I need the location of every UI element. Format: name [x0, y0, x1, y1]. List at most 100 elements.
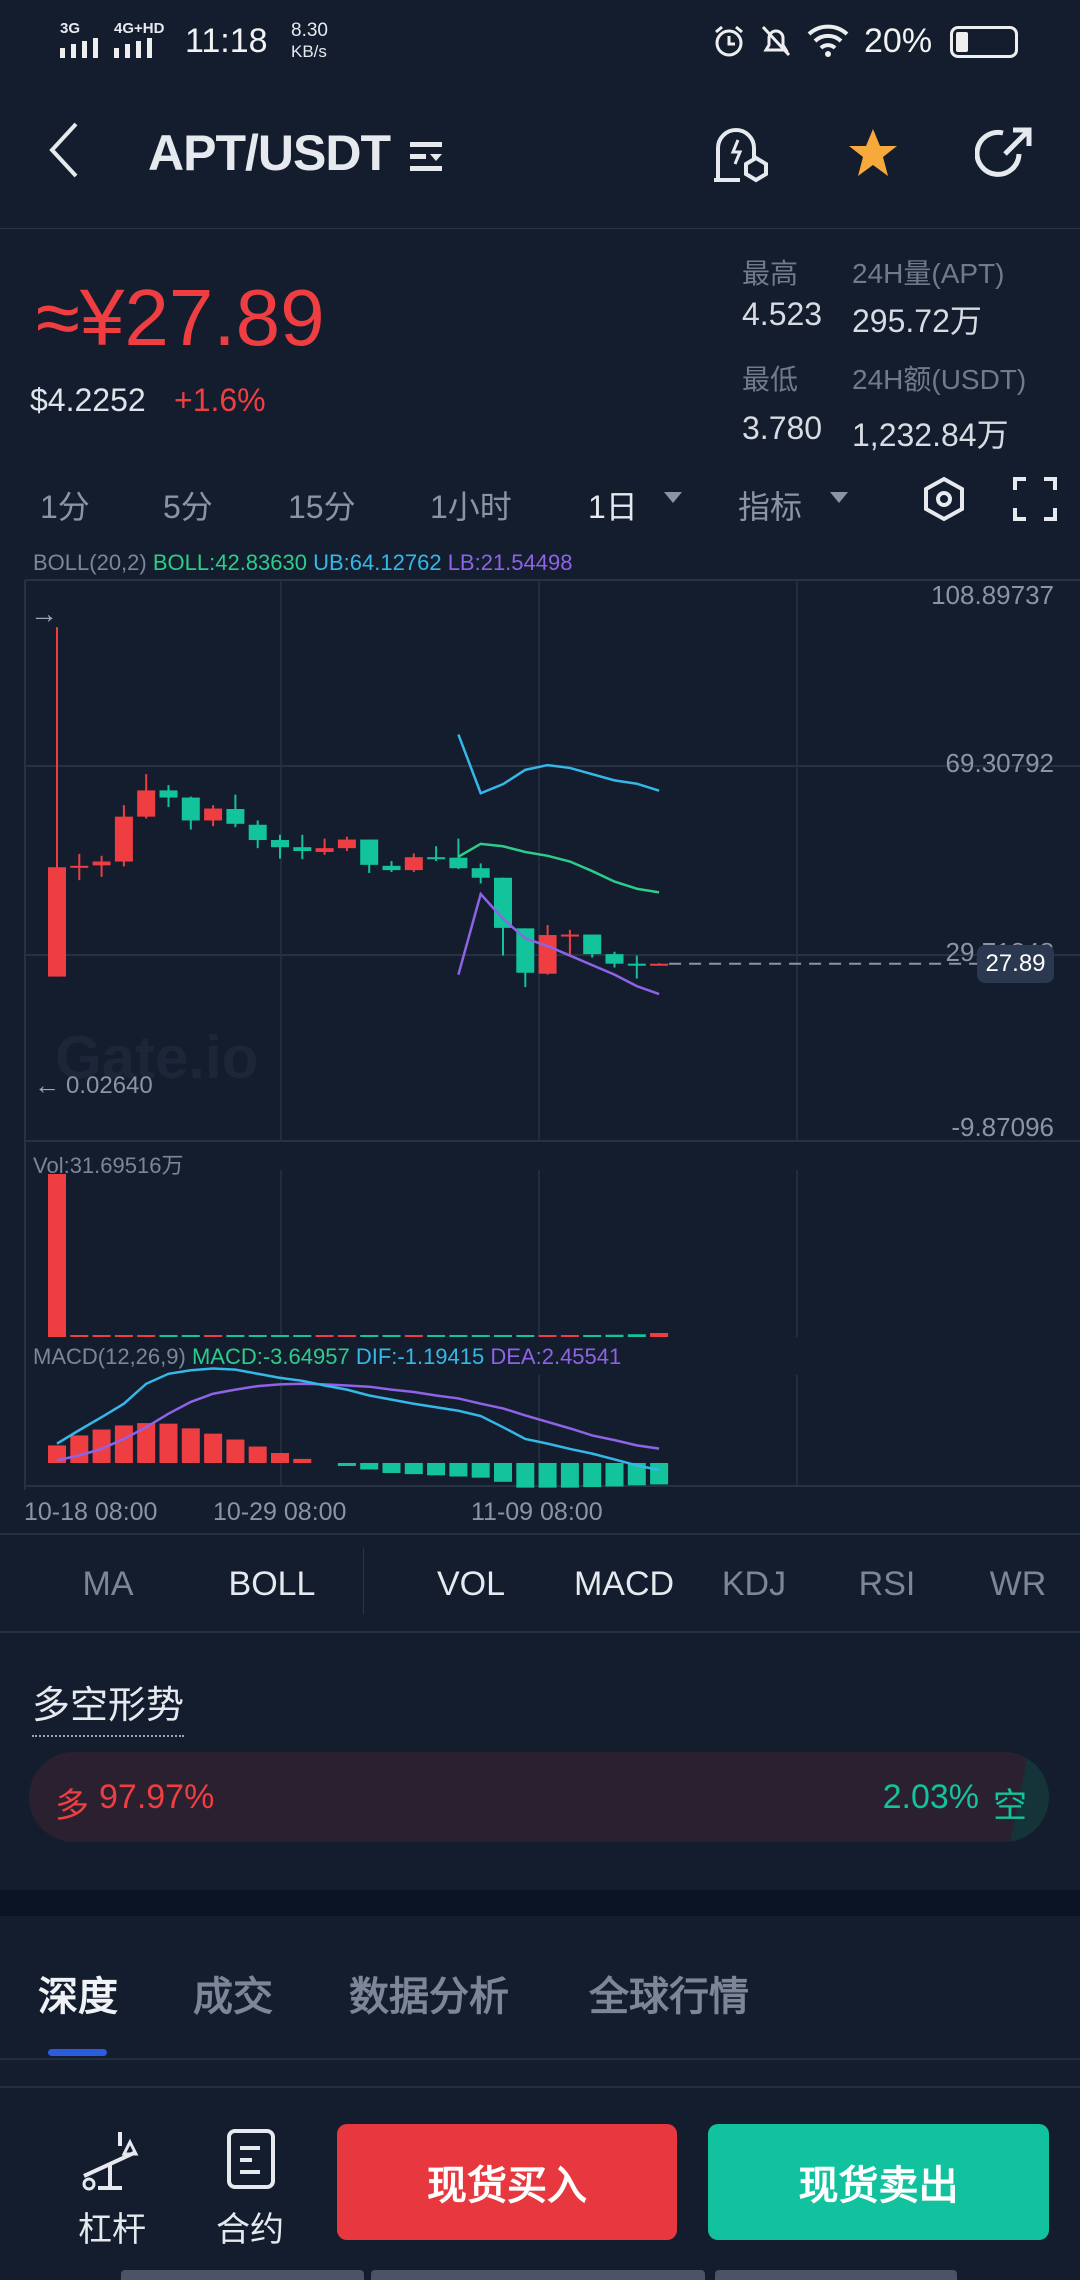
- chevron-down-icon[interactable]: [664, 492, 682, 504]
- timeframe-15m[interactable]: 15分: [288, 489, 356, 525]
- price-change: +1.6%: [174, 382, 266, 418]
- settings-hexagon-icon[interactable]: [921, 476, 967, 522]
- pair-title[interactable]: APT/USDT: [148, 125, 391, 181]
- share-icon[interactable]: [975, 124, 1035, 184]
- volume-bar: [293, 1335, 312, 1337]
- network-type-1: 3G: [60, 20, 81, 37]
- divider: [0, 1533, 1080, 1535]
- tab-depth[interactable]: 深度: [38, 1975, 118, 2019]
- favorite-star-icon[interactable]: [846, 126, 900, 180]
- volume-bar: [471, 1335, 490, 1337]
- indicator-tab-boll[interactable]: BOLL: [228, 1565, 316, 1603]
- alarm-icon: [715, 25, 743, 57]
- gate-watermark: Gate.io: [55, 1024, 258, 1091]
- timeframe-1d[interactable]: 1日: [588, 489, 638, 525]
- net-speed-unit: KB/s: [291, 42, 327, 61]
- indicator-tab-vol[interactable]: VOL: [436, 1565, 506, 1603]
- contract-button[interactable]: 合约: [206, 2126, 298, 2249]
- price-cny: ≈¥27.89: [36, 273, 325, 362]
- indicator-tab-kdj[interactable]: KDJ: [721, 1565, 787, 1603]
- amount-label: 24H额(USDT): [852, 364, 1027, 395]
- candle-body: [159, 790, 178, 798]
- indicator-tab-rsi[interactable]: RSI: [858, 1565, 916, 1603]
- low-label: 最低: [742, 364, 799, 395]
- tab-trades[interactable]: 成交: [193, 1975, 273, 2019]
- volume-bar: [114, 1335, 133, 1337]
- candle-body: [427, 857, 446, 860]
- divider: [0, 2086, 1080, 2088]
- spot-buy-button[interactable]: 现货买入: [337, 2124, 677, 2240]
- macd-histogram-bar: [516, 1463, 535, 1488]
- indicator-tab-macd[interactable]: MACD: [573, 1565, 675, 1603]
- candle-body: [226, 809, 245, 824]
- mute-icon: [761, 25, 791, 57]
- divider: [0, 1631, 1080, 1633]
- divider: [0, 2058, 1080, 2060]
- leverage-label: 杠杆: [78, 2211, 146, 2249]
- candle-body: [48, 867, 66, 977]
- switch-pair-icon[interactable]: [408, 140, 444, 174]
- time-axis-label: 10-18 08:00: [24, 1498, 158, 1526]
- volume-bar: [516, 1335, 535, 1337]
- vol-value: 295.72万: [852, 303, 982, 339]
- wifi-icon: [807, 24, 849, 57]
- clock: 11:18: [185, 22, 268, 60]
- price-alert-icon[interactable]: [712, 122, 774, 186]
- boll-name: BOLL(20,2): [33, 550, 147, 575]
- volume-bar: [48, 1174, 66, 1337]
- active-tab-indicator: [48, 2049, 107, 2056]
- short-percent: 2.03%: [882, 1778, 979, 1816]
- candle-body: [248, 824, 267, 841]
- volume-bar: [204, 1335, 223, 1337]
- macd-histogram-bar: [226, 1439, 245, 1463]
- amount-value: 1,232.84万: [852, 417, 1009, 453]
- volume-bar: [494, 1335, 512, 1337]
- volume-bar: [137, 1335, 156, 1337]
- macd-histogram-bar: [159, 1423, 178, 1463]
- volume-bar: [315, 1335, 334, 1337]
- macd-histogram-bar: [471, 1463, 490, 1478]
- volume-bar: [92, 1335, 111, 1337]
- kline-chart[interactable]: Gate.io: [0, 0, 1080, 1540]
- status-bar: 3G 4G+HD 11:18 8.30 KB/s 20%: [0, 0, 1080, 80]
- back-icon[interactable]: [44, 120, 84, 180]
- sentiment-title[interactable]: 多空形势: [32, 1674, 185, 1737]
- volume-bar: [404, 1335, 423, 1337]
- spot-sell-button[interactable]: 现货卖出: [708, 2124, 1049, 2240]
- volume-bar: [337, 1335, 356, 1337]
- macd-histogram-bar: [293, 1458, 312, 1463]
- candle-body: [538, 935, 557, 974]
- indicator-menu[interactable]: 指标: [738, 489, 803, 525]
- candle-body: [360, 839, 379, 865]
- boll-legend: BOLL(20,2) BOLL:42.83630 UB:64.12762 LB:…: [33, 550, 572, 576]
- macd-value: MACD:-3.64957: [191, 1344, 350, 1369]
- battery-percent: 20%: [864, 22, 933, 60]
- min-price-marker: 0.02640: [66, 1072, 153, 1099]
- high-value: 4.523: [742, 296, 823, 332]
- candles: [48, 627, 977, 988]
- tab-data-analysis[interactable]: 数据分析: [349, 1975, 509, 2019]
- vol-label: 24H量(APT): [852, 258, 1005, 289]
- time-axis-label: 11-09 08:00: [471, 1498, 603, 1526]
- macd-histogram-bar: [137, 1423, 156, 1463]
- timeframe-1m[interactable]: 1分: [40, 489, 90, 525]
- macd-histogram-bar: [538, 1463, 557, 1488]
- tab-global-market[interactable]: 全球行情: [589, 1975, 749, 2019]
- candle-body: [293, 847, 312, 852]
- chevron-down-icon[interactable]: [830, 492, 848, 504]
- indicator-tab-ma[interactable]: MA: [82, 1565, 134, 1603]
- fullscreen-icon[interactable]: [1012, 476, 1058, 522]
- macd-histogram-bar: [427, 1463, 446, 1476]
- dif-line: [56, 1367, 660, 1472]
- candle-body: [516, 928, 535, 973]
- macd-name: MACD(12,26,9): [33, 1344, 186, 1369]
- timeframe-5m[interactable]: 5分: [163, 489, 213, 525]
- volume-bar: [226, 1335, 245, 1337]
- leverage-button[interactable]: 杠杆: [68, 2126, 160, 2249]
- indicator-tab-wr[interactable]: WR: [989, 1565, 1047, 1603]
- macd-histogram-bar: [360, 1463, 379, 1470]
- volume-bar: [560, 1335, 579, 1337]
- volume-bar: [360, 1335, 379, 1337]
- timeframe-1h[interactable]: 1小时: [430, 489, 512, 525]
- high-label: 最高: [742, 258, 799, 289]
